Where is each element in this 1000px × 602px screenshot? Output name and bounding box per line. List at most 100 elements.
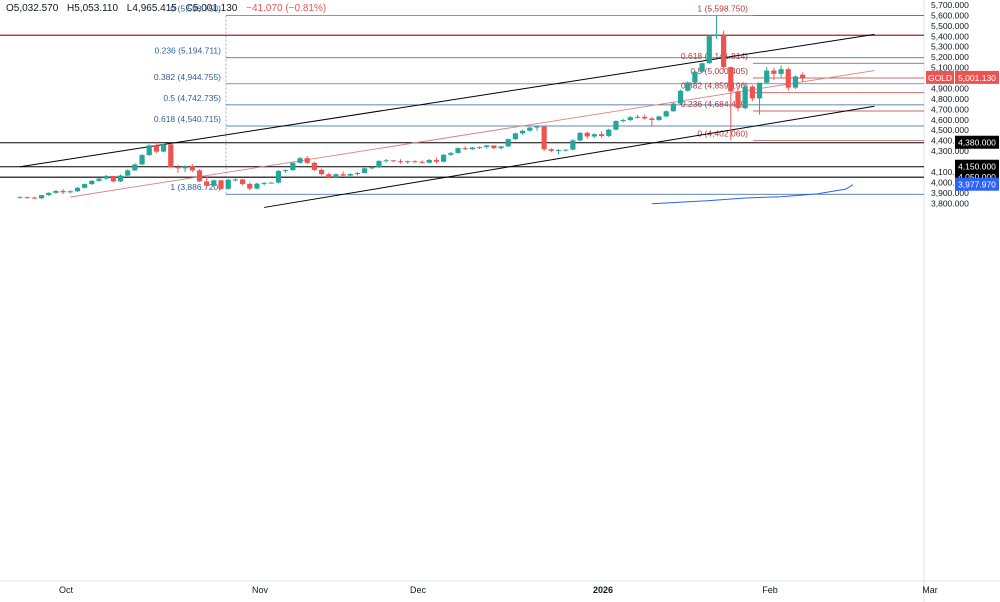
candle-body bbox=[800, 74, 806, 78]
x-tick-label: Nov bbox=[252, 585, 269, 595]
close-value: C5,001.130 bbox=[185, 3, 238, 14]
candle-body bbox=[706, 36, 712, 64]
y-tick-label: 5,200.000 bbox=[931, 52, 969, 62]
candle-body bbox=[642, 116, 648, 119]
candle-body bbox=[491, 145, 497, 149]
candle-body bbox=[462, 148, 468, 150]
moving-average-line bbox=[651, 184, 854, 205]
candle-body bbox=[239, 179, 246, 184]
candle-body bbox=[31, 197, 37, 199]
candle-body bbox=[326, 174, 332, 178]
candle-body bbox=[598, 134, 605, 136]
candle-body bbox=[476, 147, 483, 149]
candle-body bbox=[46, 192, 52, 196]
candle-body bbox=[555, 150, 562, 152]
low-value: L4,965.415 bbox=[126, 3, 177, 14]
candle-body bbox=[362, 168, 368, 174]
x-tick-label: Feb bbox=[762, 585, 778, 595]
fib1-level-label: 1 (3,886.720) bbox=[170, 182, 221, 192]
fib2-level-label: 0.382 (4,859.196) bbox=[681, 81, 748, 91]
candle-body bbox=[441, 154, 447, 162]
candle-body bbox=[347, 174, 353, 176]
x-tick-label: Oct bbox=[59, 585, 74, 595]
candle-body bbox=[261, 182, 267, 184]
y-tick-label: 4,000.000 bbox=[931, 177, 969, 187]
candle-body bbox=[764, 70, 770, 83]
candle-body bbox=[117, 175, 124, 182]
candle-body bbox=[771, 70, 777, 74]
fib2-level-label: 0 (4,402.060) bbox=[697, 128, 748, 138]
price-tag-bg bbox=[955, 177, 999, 191]
y-tick-label: 5,600.000 bbox=[931, 10, 969, 20]
price-tag-value: 5,001.130 bbox=[958, 73, 996, 83]
candle-body bbox=[38, 195, 45, 199]
y-tick-label: 3,900.000 bbox=[931, 188, 969, 198]
candle-body bbox=[484, 145, 490, 148]
y-tick-label: 5,500.000 bbox=[931, 21, 969, 31]
candle-body bbox=[527, 127, 533, 131]
x-tick-label: 2026 bbox=[593, 585, 613, 595]
candle-body bbox=[699, 63, 705, 72]
candle-body bbox=[189, 166, 195, 171]
candle-body bbox=[383, 160, 389, 162]
candle-body bbox=[498, 146, 504, 149]
candle-body bbox=[634, 116, 641, 118]
candle-body bbox=[60, 190, 66, 193]
y-tick-label: 4,600.000 bbox=[931, 115, 969, 125]
candle-body bbox=[275, 170, 282, 183]
x-tick-label: Mar bbox=[922, 585, 938, 595]
fib1-level-label: 0.236 (5,194.711) bbox=[155, 46, 222, 56]
y-tick-label: 3,800.000 bbox=[931, 198, 969, 208]
candle-body bbox=[175, 166, 181, 169]
ohlc-header: O5,032.570 H5,053.110 L4,965.415 C5,001.… bbox=[6, 3, 332, 14]
candle-body bbox=[412, 161, 418, 163]
candle-body bbox=[161, 144, 167, 152]
fib1-level-label: 0 (5,598.750) bbox=[170, 4, 221, 14]
candle-body bbox=[577, 132, 583, 141]
candle-body bbox=[563, 149, 569, 151]
candle-body bbox=[405, 161, 411, 163]
fib1-level-label: 0.618 (4,540.715) bbox=[154, 114, 221, 124]
candle-body bbox=[505, 139, 511, 147]
fib2-level-label: 1 (5,598.750) bbox=[697, 4, 748, 14]
candle-body bbox=[663, 111, 669, 117]
candle-body bbox=[297, 158, 303, 163]
candle-body bbox=[153, 145, 160, 152]
y-tick-label: 5,300.000 bbox=[931, 42, 969, 52]
candle-body bbox=[110, 175, 116, 182]
candle-body bbox=[218, 180, 224, 189]
fib2-level-label: 0.618 (5,141.814) bbox=[681, 51, 748, 61]
candle-body bbox=[419, 161, 425, 163]
candle-body bbox=[627, 117, 633, 120]
candle-body bbox=[89, 180, 95, 185]
candle-body bbox=[268, 182, 274, 184]
candle-body bbox=[340, 174, 346, 176]
candle-body bbox=[24, 197, 30, 199]
candle-body bbox=[283, 170, 289, 172]
change-value: −41.070 (−0.81%) bbox=[246, 3, 327, 14]
candle-body bbox=[749, 86, 755, 99]
candle-body bbox=[606, 129, 612, 136]
candle-body bbox=[17, 197, 23, 199]
candle-body bbox=[742, 86, 748, 109]
candle-body bbox=[656, 116, 662, 120]
candle-body bbox=[333, 174, 339, 178]
candle-body bbox=[448, 152, 454, 155]
candle-body bbox=[204, 181, 210, 186]
candle-body bbox=[96, 178, 102, 181]
candle-body bbox=[354, 173, 361, 175]
candle-body bbox=[792, 76, 799, 88]
candle-body bbox=[613, 121, 619, 130]
y-tick-label: 5,700.000 bbox=[931, 0, 969, 10]
candle-body bbox=[570, 140, 576, 150]
y-tick-label: 4,500.000 bbox=[931, 125, 969, 135]
candle-body bbox=[290, 162, 296, 171]
candle-body bbox=[685, 82, 691, 91]
open-value: O5,032.570 bbox=[6, 3, 59, 14]
candle-body bbox=[53, 190, 59, 193]
candle-body bbox=[735, 91, 741, 109]
price-tag-bg bbox=[955, 135, 999, 149]
candle-body bbox=[591, 134, 597, 137]
candle-body bbox=[182, 166, 188, 169]
